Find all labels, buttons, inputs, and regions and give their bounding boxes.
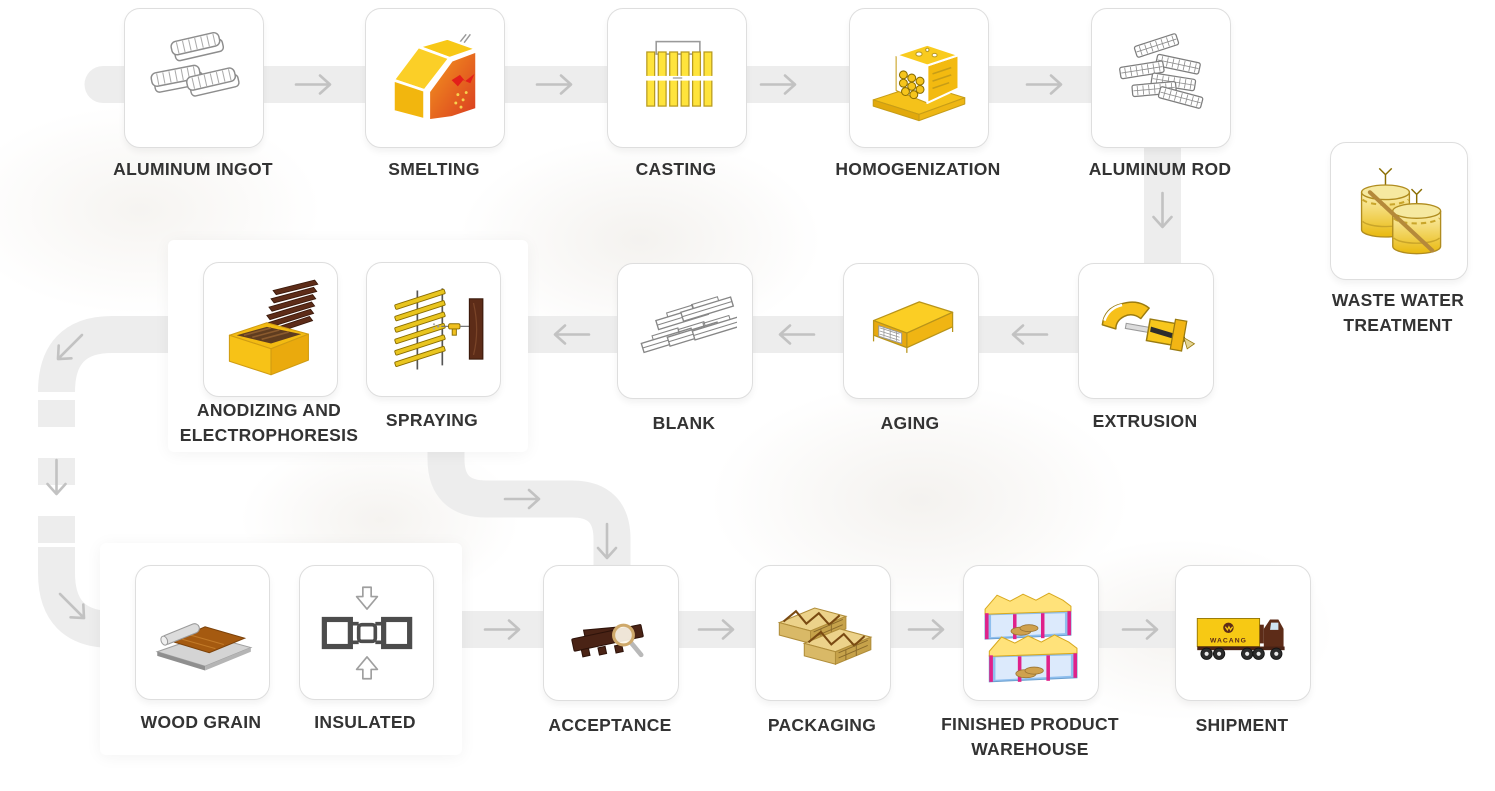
station-card-homogenization	[849, 8, 989, 148]
flow-arrow-right-icon	[535, 74, 573, 95]
station-label-homogenization: HOMOGENIZATION	[835, 159, 1001, 179]
homogenization-icon	[872, 43, 966, 122]
flow-arrow-right-icon	[1121, 619, 1159, 640]
flow-band-row2	[38, 316, 1145, 393]
flow-arrow-left-icon	[778, 324, 816, 345]
station-card-smelting	[365, 8, 505, 148]
station-label-wood-grain: WOOD GRAIN	[140, 712, 262, 732]
truck-brand-text: WACANG	[1210, 637, 1247, 644]
station-card-wood-grain	[135, 565, 270, 700]
station-card-anodizing-and-electrophoresis	[203, 262, 338, 397]
flow-arrow-down-left-icon	[56, 333, 84, 361]
station-card-waste-water-treatment	[1330, 142, 1468, 280]
station-card-aging	[843, 263, 979, 399]
flow-arrow-left-icon	[1011, 324, 1049, 345]
station-label-shipment: SHIPMENT	[1195, 715, 1289, 735]
wood-grain-icon	[155, 622, 252, 670]
smelting-icon	[392, 33, 478, 122]
waste-water-treatment-icon	[1360, 167, 1442, 255]
flow-arrow-right-icon	[294, 74, 332, 95]
station-card-acceptance	[543, 565, 679, 701]
aging-icon	[872, 301, 954, 353]
station-label-waste-water-treatment: WASTE WATER TREATMENT	[1331, 290, 1465, 335]
aluminum-rod-icon	[1119, 33, 1204, 109]
flow-arrow-down-right-icon	[58, 592, 86, 620]
station-card-aluminum-ingot	[124, 8, 264, 148]
packaging-icon	[777, 607, 873, 665]
station-card-spraying	[366, 262, 501, 397]
flow-arrow-right-icon	[759, 74, 797, 95]
blank-icon	[640, 296, 737, 354]
anodizing-and-electrophoresis-icon	[228, 279, 319, 375]
station-card-insulated	[299, 565, 434, 700]
insulated-icon	[321, 585, 412, 680]
station-card-extrusion	[1078, 263, 1214, 399]
flow-arrow-down-icon	[1152, 191, 1173, 229]
aluminum-ingot-icon	[150, 31, 240, 97]
flow-arrow-right-icon	[483, 619, 521, 640]
station-card-shipment: WACANG	[1175, 565, 1311, 701]
flow-arrow-left-icon	[553, 324, 591, 345]
flow-arrow-down-icon	[46, 458, 67, 496]
station-label-aluminum-ingot: ALUMINUM INGOT	[113, 159, 273, 179]
station-label-anodizing-and-electrophoresis: ANODIZING AND ELECTROPHORESIS	[179, 400, 359, 445]
station-label-packaging: PACKAGING	[767, 715, 877, 735]
flow-arrow-right-icon	[503, 488, 541, 510]
station-card-blank	[617, 263, 753, 399]
station-label-casting: CASTING	[635, 159, 717, 179]
station-card-finished-product-warehouse	[963, 565, 1099, 701]
station-label-acceptance: ACCEPTANCE	[548, 715, 672, 735]
station-label-spraying: SPRAYING	[385, 410, 479, 430]
spraying-icon	[393, 287, 483, 370]
flow-arrow-right-icon	[697, 619, 735, 640]
station-label-finished-product-warehouse: FINISHED PRODUCT WAREHOUSE	[941, 714, 1119, 759]
station-card-casting	[607, 8, 747, 148]
extrusion-icon	[1101, 301, 1196, 352]
station-label-insulated: INSULATED	[314, 712, 416, 732]
station-label-extrusion: EXTRUSION	[1092, 411, 1198, 431]
flow-arrow-down-icon	[596, 522, 618, 560]
station-card-aluminum-rod	[1091, 8, 1231, 148]
finished-product-warehouse-icon	[984, 592, 1078, 683]
station-label-aluminum-rod: ALUMINUM ROD	[1088, 159, 1232, 179]
acceptance-icon	[571, 623, 644, 658]
flow-arrow-right-icon	[907, 619, 945, 640]
station-label-smelting: SMELTING	[388, 159, 480, 179]
station-label-blank: BLANK	[652, 413, 716, 433]
station-card-packaging	[755, 565, 891, 701]
shipment-icon: WACANG	[1196, 618, 1285, 660]
flow-arrow-right-icon	[1025, 74, 1063, 95]
casting-icon	[639, 40, 717, 107]
station-label-aging: AGING	[880, 413, 940, 433]
